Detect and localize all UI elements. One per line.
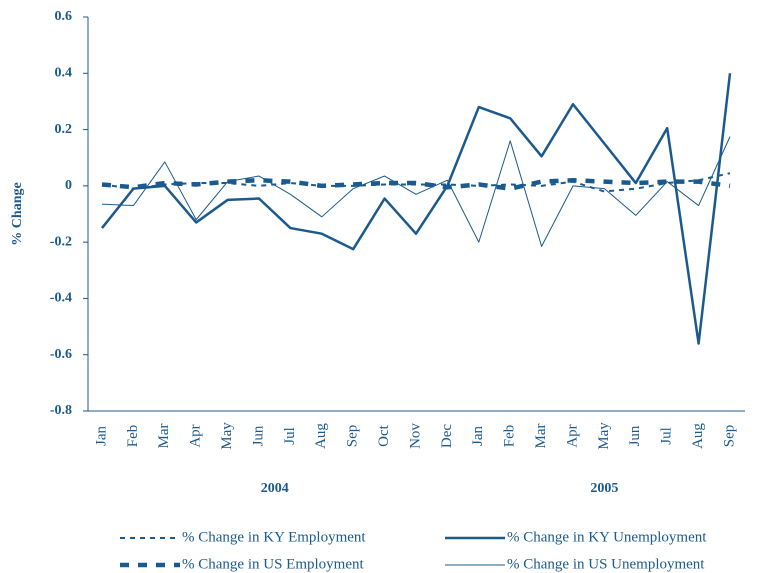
series-line	[101, 136, 731, 247]
x-group-label: 2004	[261, 481, 289, 496]
x-tick-label: Jan	[470, 426, 486, 446]
legend-label: % Change in US Unemployment	[507, 556, 705, 572]
x-tick-label: May	[219, 422, 235, 450]
x-tick-label: Sep	[345, 425, 361, 448]
x-tick-label: Feb	[502, 425, 518, 448]
legend-label: % Change in KY Unemployment	[507, 529, 707, 545]
x-tick-label: Jan	[93, 426, 109, 446]
x-tick-label: Sep	[721, 425, 737, 448]
series-line	[101, 73, 732, 345]
y-tick-label: -0.8	[50, 403, 72, 418]
x-tick-label: Dec	[439, 424, 455, 448]
y-tick-label: 0.2	[55, 122, 73, 137]
x-tick-label: Apr	[188, 424, 204, 447]
y-tick-label: 0	[65, 178, 72, 193]
x-tick-label: Oct	[376, 424, 392, 446]
y-tick-label: 0.4	[55, 66, 73, 81]
y-axis-label: % Change	[10, 182, 25, 245]
legend-label: % Change in US Employment	[182, 556, 364, 572]
x-tick-label: Feb	[125, 425, 141, 448]
y-tick-label: 0.6	[55, 9, 73, 24]
x-tick-label: Mar	[156, 424, 172, 449]
x-tick-label: Apr	[564, 424, 580, 447]
x-tick-label: Jul	[659, 427, 675, 445]
legend-label: % Change in KY Employment	[182, 529, 366, 545]
y-tick-label: -0.2	[50, 234, 72, 249]
x-tick-label: Jun	[250, 425, 266, 446]
x-group-label: 2005	[590, 481, 618, 496]
series-line	[101, 177, 731, 191]
x-tick-label: Aug	[690, 423, 706, 449]
x-tick-label: May	[596, 422, 612, 450]
y-tick-label: -0.6	[50, 347, 72, 362]
x-tick-label: Aug	[313, 423, 329, 449]
x-tick-label: Jul	[282, 427, 298, 445]
x-tick-label: Mar	[533, 424, 549, 449]
y-tick-label: -0.4	[50, 291, 72, 306]
x-tick-label: Nov	[407, 423, 423, 449]
x-tick-label: Jun	[627, 425, 643, 446]
